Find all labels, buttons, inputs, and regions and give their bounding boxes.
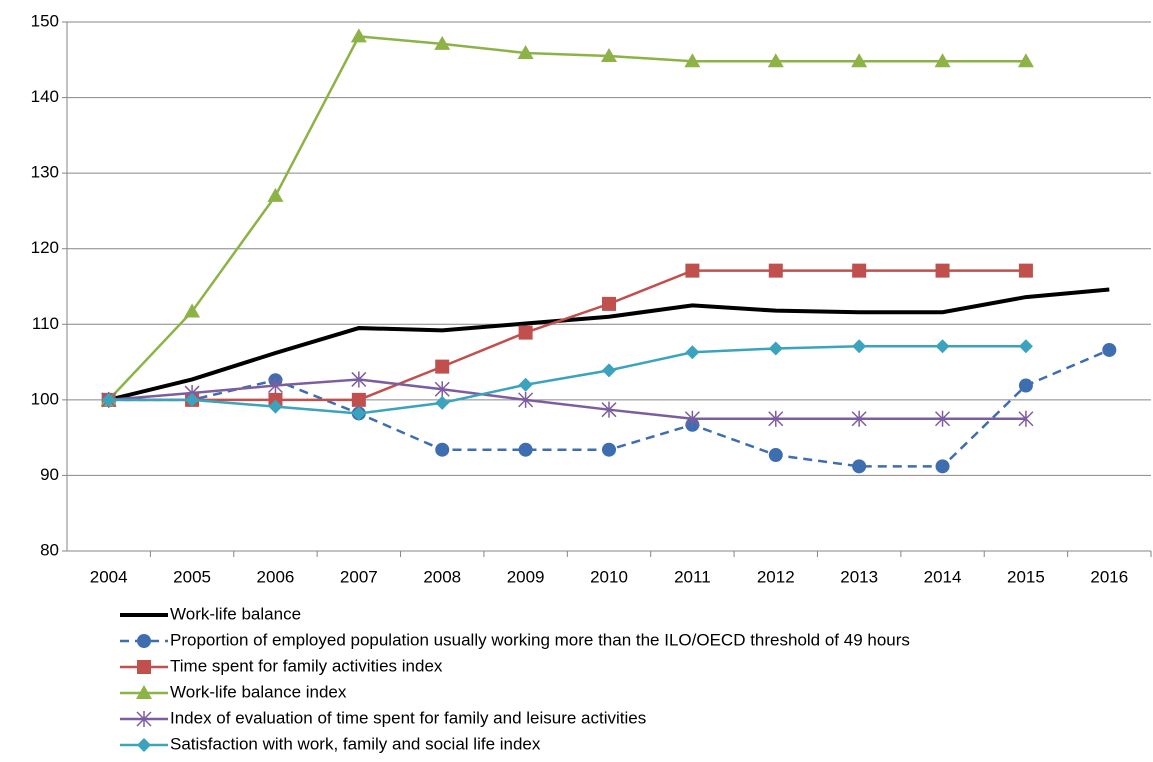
marker — [1018, 410, 1034, 427]
series-line — [107, 35, 1026, 401]
marker — [518, 325, 533, 340]
marker — [136, 711, 152, 727]
marker — [602, 363, 616, 378]
x-tick-label: 2010 — [590, 567, 628, 586]
marker — [685, 345, 700, 360]
marker — [351, 371, 367, 388]
marker — [185, 392, 200, 407]
marker — [684, 53, 701, 68]
marker — [137, 660, 151, 674]
y-tick-label: 100 — [31, 389, 59, 408]
marker — [350, 28, 367, 43]
marker — [851, 410, 867, 427]
x-tick-label: 2009 — [507, 567, 545, 586]
legend-label: Satisfaction with work, family and socia… — [170, 734, 541, 753]
marker — [601, 401, 617, 418]
marker — [852, 459, 867, 474]
legend-label: Proportion of employed population usuall… — [170, 630, 910, 649]
x-tick-label: 2004 — [90, 567, 128, 586]
marker — [601, 48, 617, 63]
marker — [935, 263, 950, 278]
x-tick-label: 2007 — [340, 567, 378, 586]
marker — [852, 339, 867, 354]
marker — [768, 341, 783, 356]
marker — [435, 395, 450, 410]
x-tick-label: 2016 — [1090, 567, 1128, 586]
marker — [851, 53, 868, 68]
marker — [935, 339, 950, 354]
marker — [768, 263, 783, 278]
x-tick-label: 2006 — [257, 567, 295, 586]
series-line — [108, 287, 1110, 402]
y-tick-label: 150 — [31, 11, 59, 30]
marker — [351, 406, 366, 421]
y-tick-label: 80 — [40, 540, 59, 559]
legend-label: Time spent for family activities index — [170, 656, 443, 675]
x-tick-label: 2008 — [423, 567, 461, 586]
marker — [768, 410, 784, 427]
marker — [767, 53, 784, 68]
marker — [1017, 53, 1034, 68]
marker — [435, 442, 450, 457]
marker — [602, 442, 616, 457]
marker — [1018, 339, 1033, 354]
marker — [935, 410, 951, 427]
marker — [351, 392, 366, 407]
legend-label: Index of evaluation of time spent for fa… — [170, 708, 646, 727]
marker — [602, 296, 616, 311]
marker — [1102, 342, 1117, 357]
legend-label: Work-life balance — [170, 604, 301, 623]
x-tick-label: 2014 — [924, 567, 962, 586]
x-tick-label: 2005 — [173, 567, 211, 586]
y-tick-label: 140 — [31, 87, 59, 106]
marker — [434, 35, 451, 50]
x-tick-label: 2013 — [840, 567, 878, 586]
marker — [267, 187, 284, 202]
marker — [184, 303, 201, 318]
marker — [935, 459, 950, 474]
marker — [434, 381, 450, 398]
marker — [518, 391, 534, 408]
x-tick-label: 2012 — [757, 567, 795, 586]
y-tick-label: 120 — [31, 238, 59, 257]
marker — [685, 263, 700, 278]
marker — [136, 685, 152, 699]
y-tick-label: 110 — [32, 314, 59, 333]
y-tick-label: 130 — [31, 163, 59, 182]
marker — [852, 263, 867, 278]
marker — [137, 738, 151, 752]
marker — [268, 399, 283, 414]
marker — [267, 377, 283, 394]
x-tick-label: 2011 — [674, 567, 711, 586]
marker — [101, 392, 116, 407]
marker — [934, 53, 951, 68]
legend-label: Work-life balance index — [170, 682, 347, 701]
series-line — [108, 378, 1026, 420]
marker — [137, 634, 151, 648]
series-line — [108, 344, 1026, 415]
marker — [517, 44, 534, 59]
x-tick-label: 2015 — [1007, 567, 1045, 586]
marker — [684, 410, 700, 427]
marker — [518, 377, 533, 392]
marker — [1018, 378, 1033, 393]
marker — [768, 448, 783, 463]
series-line — [108, 269, 1026, 402]
marker — [1018, 263, 1033, 278]
marker — [518, 442, 533, 457]
marker — [435, 359, 450, 374]
y-tick-label: 90 — [40, 465, 59, 484]
